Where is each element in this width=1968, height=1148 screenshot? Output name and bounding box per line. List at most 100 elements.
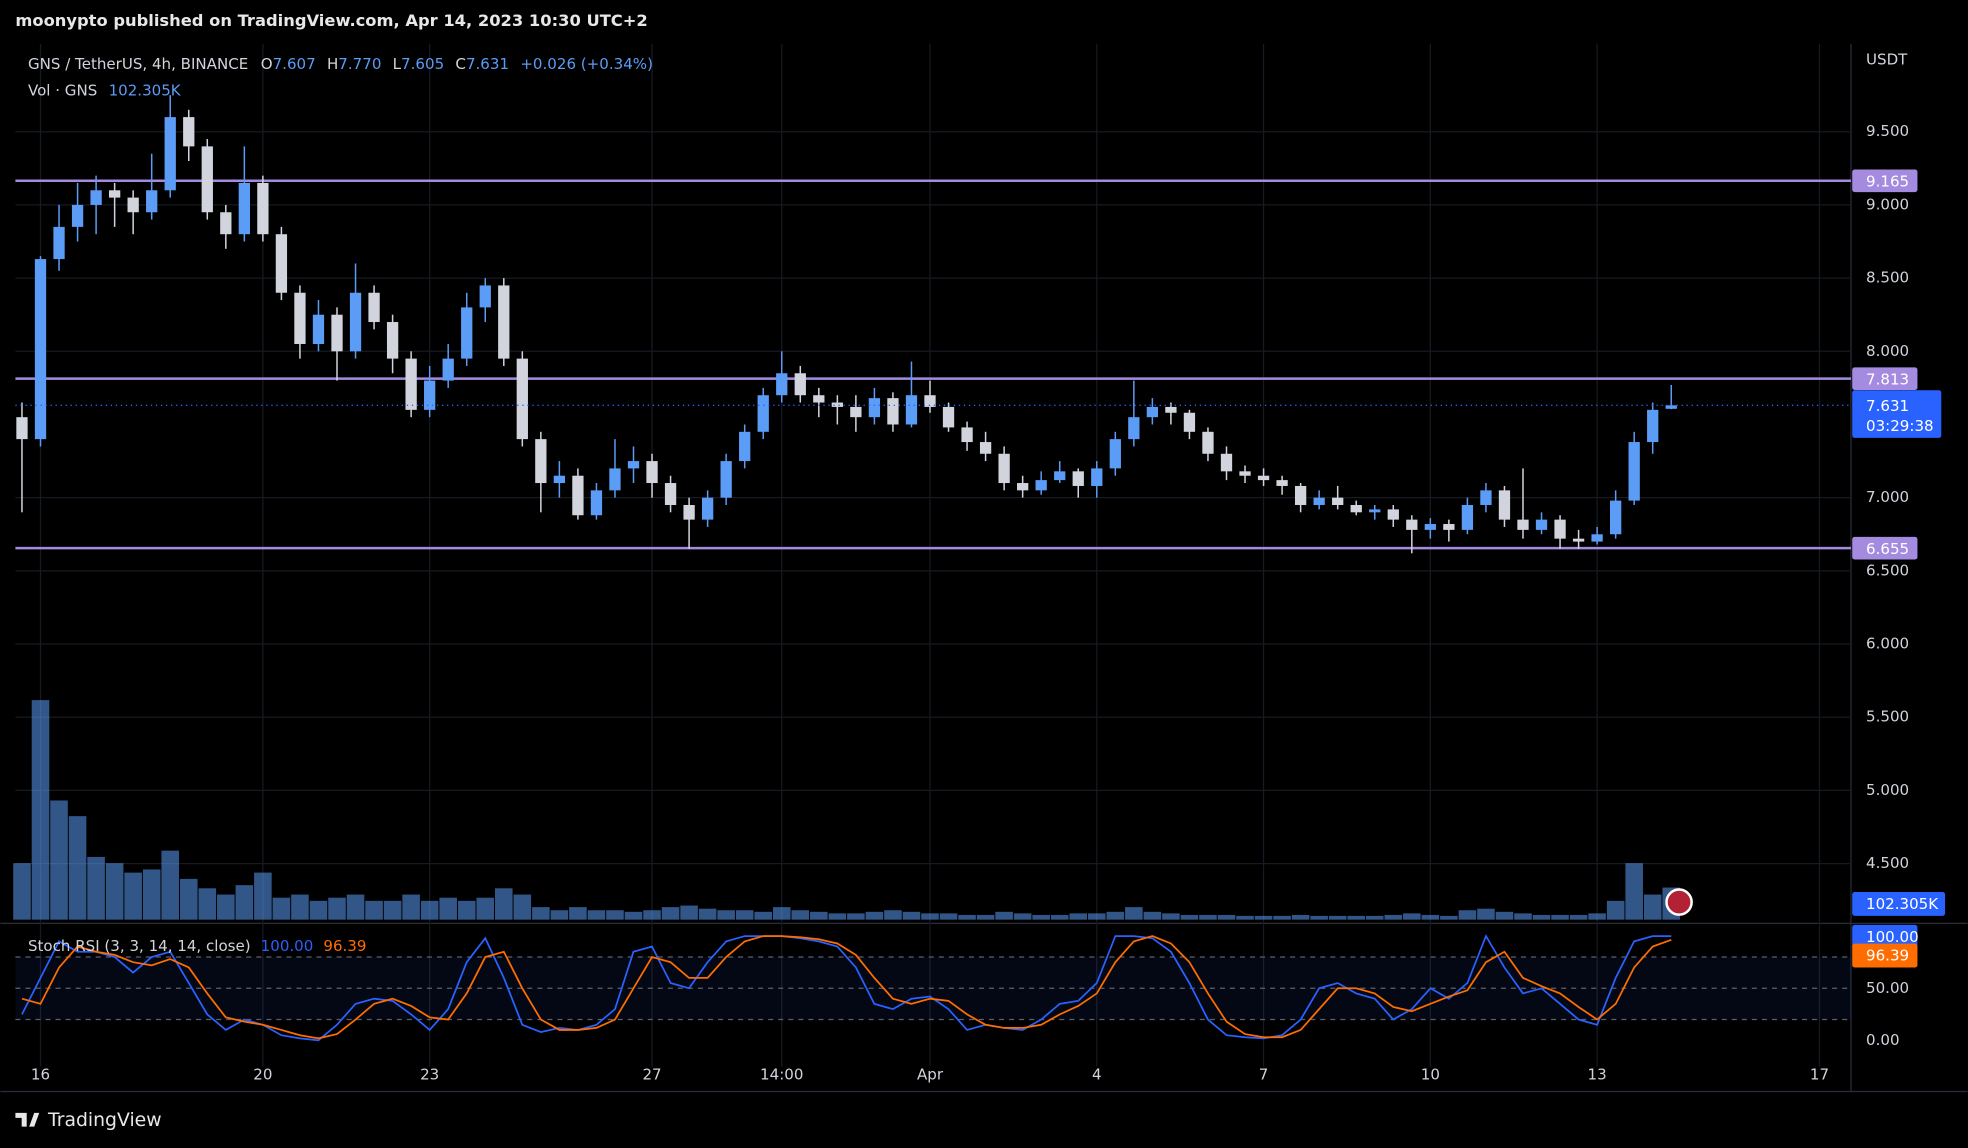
candle-body [1628,442,1640,501]
candle-body [535,439,547,484]
stoch-legend-value: 100.00 [261,937,314,955]
candle-body [183,117,195,147]
volume-bar [735,910,754,920]
volume-bar [698,908,717,920]
volume-bar [217,894,235,920]
volume-bar [1514,913,1532,920]
volume-bar [1569,914,1588,920]
candle-body [1109,439,1121,469]
candle-body [887,398,899,425]
volume-bar [1365,915,1384,920]
volume-bar [235,885,254,920]
x-tick-label: 23 [420,1066,439,1084]
axis-unit: USDT [1866,51,1908,69]
candle-body [1202,431,1214,454]
x-tick-label: 13 [1588,1066,1607,1084]
candle-body [53,226,65,260]
y-tick-label: 5.000 [1866,781,1909,799]
candle-body [627,461,640,469]
last-price-box [1852,390,1942,438]
volume-bar [643,910,661,920]
candle-body [776,373,788,396]
volume-bar [198,888,217,920]
volume-bar [606,910,624,920]
ohlc-value: 7.605 [401,54,444,72]
candle-body [1054,471,1066,481]
candle-body [1387,509,1399,520]
candle-body [1091,468,1103,486]
volume-bar [1106,911,1125,920]
x-tick-label: 14:00 [760,1066,803,1084]
ohlc-value: 7.770 [338,54,381,72]
volume-bar [1421,914,1440,920]
volume-bar [1254,915,1273,920]
brand-logo [15,1112,40,1127]
candle-body [386,322,399,359]
volume-bar [1032,914,1050,920]
ohlc-key: O [261,54,273,72]
volume-bar [291,894,309,920]
level-label: 9.165 [1866,173,1909,191]
candle-body [1128,417,1140,440]
candle-body [1276,480,1288,486]
x-tick-label: 20 [253,1066,272,1084]
candle-body [461,307,473,359]
candle-body [1610,500,1622,535]
volume-bar [272,897,291,920]
stoch-value-box [1852,943,1918,968]
candle-body [683,504,695,520]
candle-body [553,475,566,484]
volume-bar [1273,915,1291,920]
candle-body [1220,453,1233,472]
volume-bar [1347,915,1365,920]
volume-bar [902,911,921,920]
volume-legend: Vol · GNS 102.305K [28,81,182,99]
candle-body [905,395,918,425]
volume-bar [457,900,476,920]
candle-body [590,490,603,516]
ohlc-key: C [455,54,466,72]
candle-body [201,146,213,213]
author-line: moonypto published on TradingView.com, A… [15,11,647,30]
volume-bar [1440,915,1458,920]
volume-bar [1125,907,1143,920]
candle-body [979,442,992,454]
x-tick-label: 10 [1421,1066,1440,1084]
candle-body [609,468,621,491]
candle-body [1554,519,1566,539]
candle-body [1461,504,1474,530]
symbol-name: GNS / TetherUS, 4h, BINANCE [28,54,248,72]
candle-body [294,292,306,344]
volume-bar [1495,911,1514,920]
volume-bar [680,905,698,920]
volume-bar [254,872,272,920]
x-tick-label: 4 [1092,1066,1102,1084]
candle-body [275,234,288,293]
volume-bar [476,897,495,920]
candle-body [312,314,325,344]
volume-bar [1162,913,1180,920]
volume-bar [383,900,402,920]
last-price-label: 7.631 [1866,397,1909,415]
candle-body [1517,519,1529,530]
volume-bar [346,894,365,920]
volume-bar [810,911,828,920]
candle-body [331,314,343,352]
candle-body [1017,483,1029,491]
volume-bar [420,900,439,920]
volume-bar [865,911,884,920]
volume-bar [828,913,847,920]
volume-bar [105,863,124,920]
volume-bar [717,910,735,920]
volume-bar [13,863,31,920]
candle-body [868,398,881,418]
candle-body [1350,504,1362,513]
stoch-value-label: 96.39 [1866,947,1909,965]
session-icon [1665,888,1693,916]
volume-bar [439,897,457,920]
candle-body [1572,538,1585,542]
candle-body [90,190,102,205]
ohlc-key: L [393,54,402,72]
x-tick-label: 17 [1810,1066,1829,1084]
candle-body [1313,497,1325,505]
